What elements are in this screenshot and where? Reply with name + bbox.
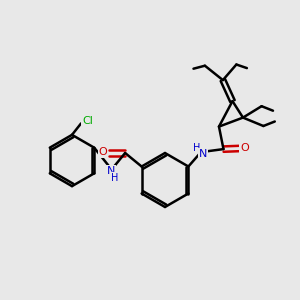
Text: N: N — [107, 166, 115, 176]
Text: O: O — [240, 143, 249, 153]
Text: N: N — [199, 148, 208, 159]
Text: Cl: Cl — [82, 116, 93, 126]
Text: H: H — [193, 142, 200, 153]
Text: H: H — [111, 173, 118, 183]
Text: O: O — [99, 147, 108, 158]
